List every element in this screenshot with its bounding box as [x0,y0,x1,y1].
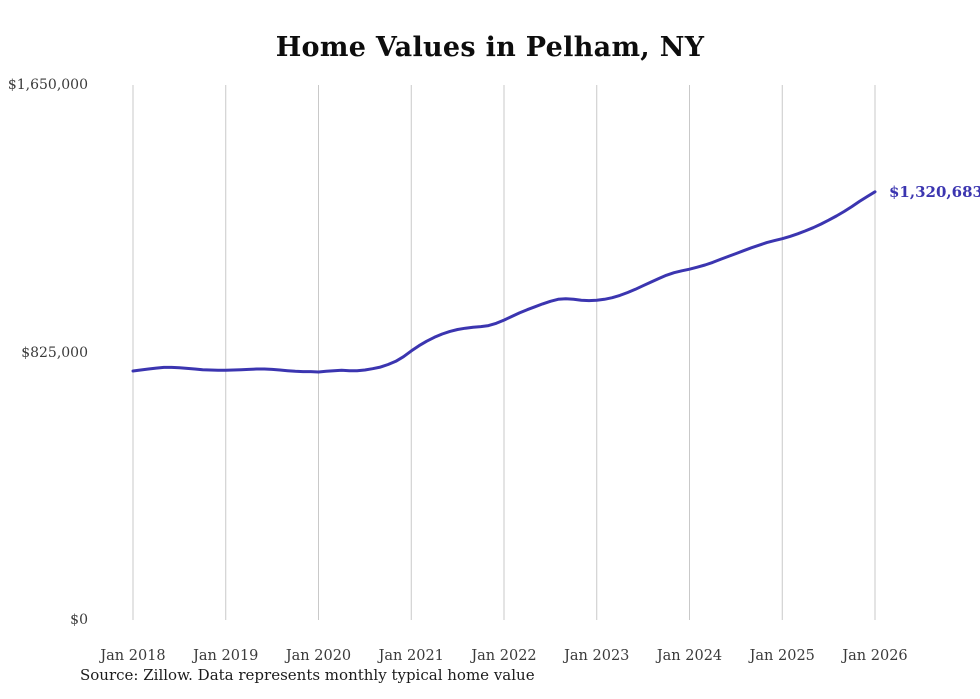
chart-title: Home Values in Pelham, NY [275,32,705,63]
x-tick-label-jan-2024: Jan 2024 [656,648,723,664]
latest-value-label: $1,320,683 [889,182,980,201]
x-tick-label-jan-2019: Jan 2019 [193,648,259,664]
x-tick-label-jan-2022: Jan 2022 [471,648,537,664]
x-tick-label-jan-2018: Jan 2018 [100,648,166,664]
y-tick-label-0: $0 [70,612,88,628]
y-tick-label-1: $825,000 [21,344,88,361]
home-value-series-line [131,190,877,374]
x-tick-label-jan-2026: Jan 2026 [842,648,908,664]
x-tick-label-jan-2023: Jan 2023 [564,648,630,664]
x-tick-label-jan-2020: Jan 2020 [285,648,352,664]
source-note: Source: Zillow. Data represents monthly … [80,666,535,684]
x-tick-label-jan-2025: Jan 2025 [749,648,815,664]
y-tick-label-2: $1,650,000 [7,77,88,93]
x-tick-label-jan-2021: Jan 2021 [378,648,444,664]
